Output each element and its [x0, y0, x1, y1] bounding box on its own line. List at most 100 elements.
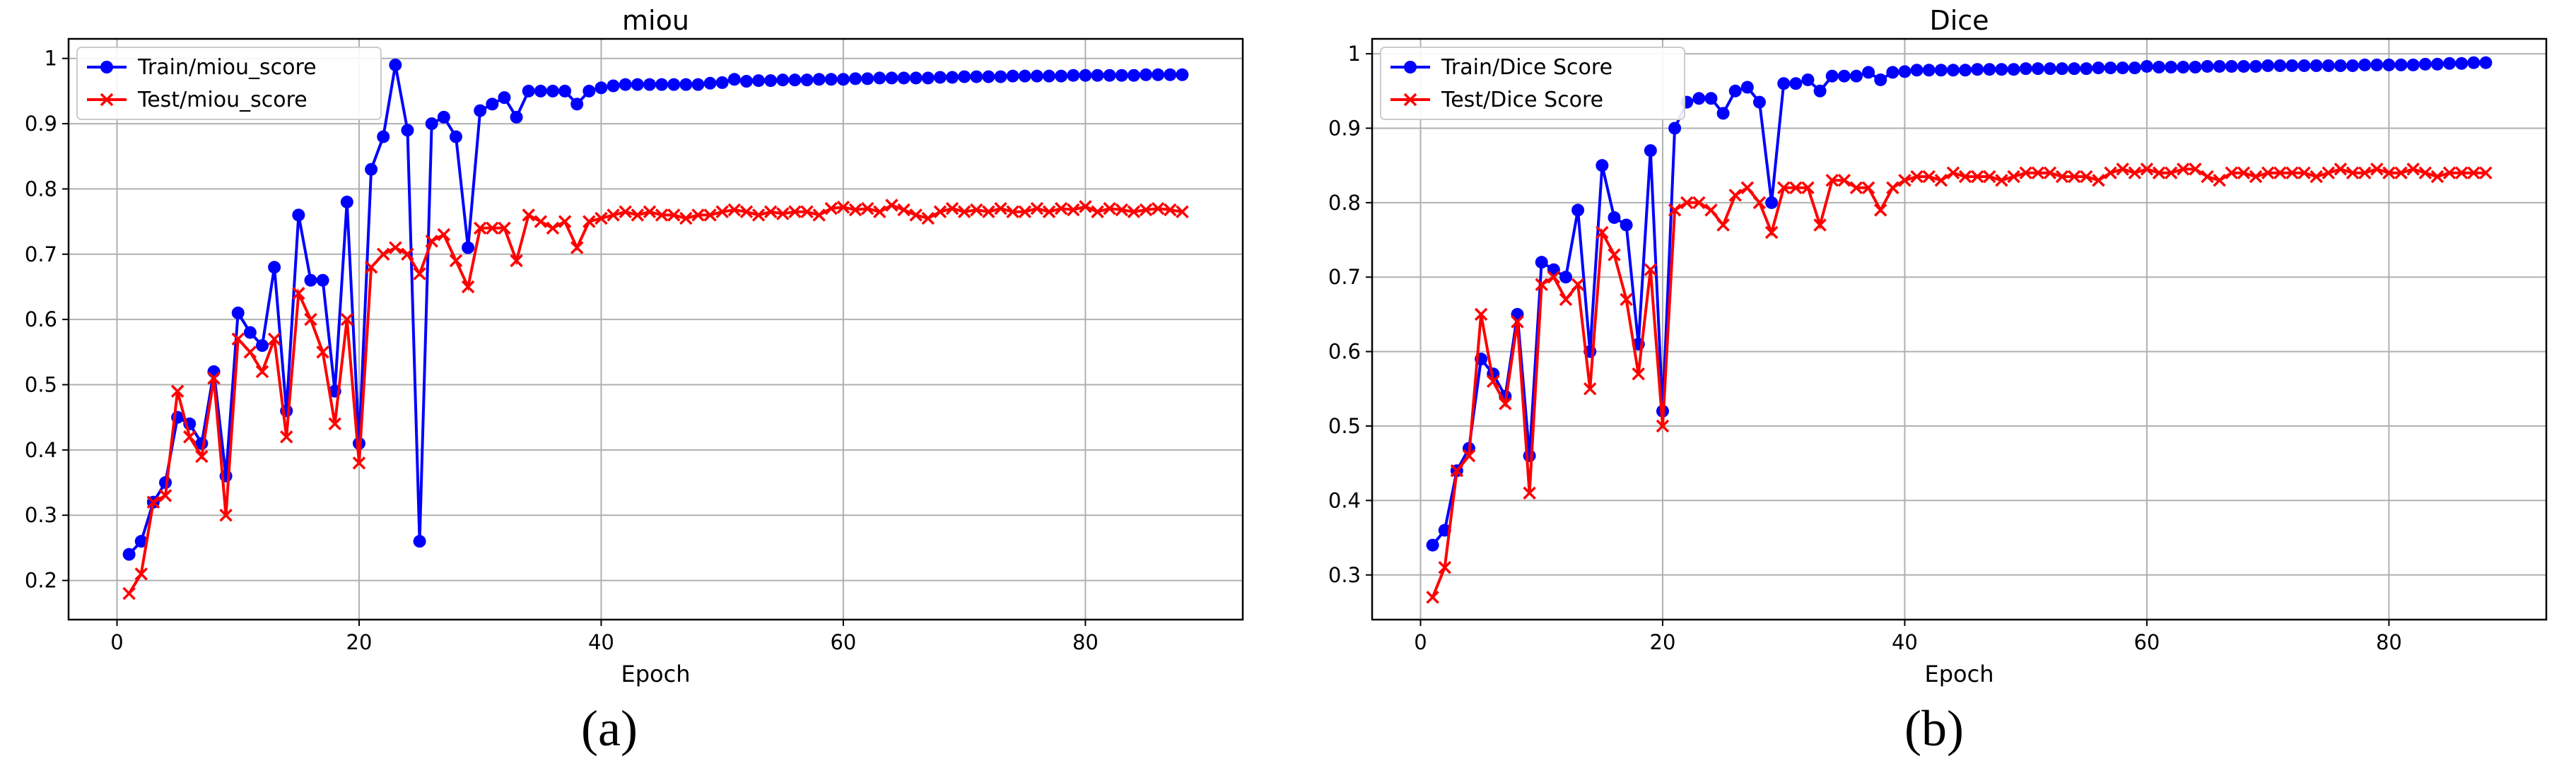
- data-point: [1801, 73, 1815, 86]
- data-point: [2406, 58, 2420, 71]
- data-point: [2067, 170, 2081, 184]
- data-point: [1426, 591, 1439, 604]
- data-point: [1873, 203, 1887, 217]
- data-point: [1523, 486, 1536, 500]
- data-point: [691, 78, 705, 91]
- data-point: [2261, 59, 2275, 72]
- data-point: [231, 332, 245, 346]
- data-point: [2454, 166, 2469, 179]
- data-point: [1764, 225, 1779, 240]
- data-point: [1765, 196, 1779, 209]
- data-point: [970, 70, 983, 83]
- data-point: [2430, 57, 2444, 71]
- x-tick-label: 0: [1414, 630, 1427, 654]
- data-point: [1140, 68, 1153, 81]
- y-tick-label: 0.9: [1328, 116, 1361, 140]
- data-point: [328, 417, 341, 431]
- data-point: [763, 205, 778, 218]
- y-tick-label: 0.4: [1328, 488, 1361, 512]
- x-tick-label: 60: [830, 630, 856, 654]
- data-point: [2322, 59, 2335, 72]
- data-point: [1995, 63, 2008, 76]
- data-point: [2092, 173, 2105, 187]
- data-point: [486, 221, 499, 235]
- data-point: [582, 215, 596, 228]
- data-point: [1656, 419, 1670, 433]
- data-point: [1716, 107, 1730, 120]
- data-point: [800, 205, 814, 218]
- data-point: [824, 73, 838, 86]
- data-point: [1910, 64, 1924, 77]
- data-point: [897, 71, 911, 85]
- data-point: [1620, 292, 1633, 307]
- series-0: [122, 58, 1189, 561]
- x-tick-label: 80: [1072, 630, 1099, 654]
- y-tick-label: 1: [45, 47, 57, 71]
- data-point: [255, 339, 269, 353]
- data-point: [582, 84, 596, 98]
- data-point: [2346, 166, 2360, 179]
- data-point: [727, 203, 742, 217]
- data-point: [389, 58, 402, 71]
- data-point: [739, 75, 753, 88]
- data-point: [1006, 205, 1019, 218]
- y-tick-label: 0.8: [1328, 191, 1361, 215]
- data-point: [1728, 84, 1742, 98]
- data-point: [522, 84, 535, 98]
- data-point: [1849, 69, 1863, 83]
- data-point: [631, 78, 644, 91]
- data-point: [1559, 292, 1573, 307]
- data-point: [1438, 560, 1451, 574]
- data-point: [933, 71, 947, 84]
- chart-miou: miou 0 20 40 60 80 0.2 0.3 0.4 0.5 0.6 0.7 0.8 0.9 1 Ep…: [25, 5, 1244, 687]
- data-point: [1752, 196, 1767, 210]
- data-point: [2418, 166, 2432, 179]
- y-tick-label: 0.7: [1328, 265, 1361, 289]
- data-point: [1091, 69, 1104, 82]
- data-point: [1596, 225, 1609, 240]
- data-point: [595, 81, 608, 95]
- data-point: [2418, 57, 2432, 71]
- data-point: [873, 71, 886, 85]
- data-point: [1164, 203, 1177, 217]
- data-point: [2055, 170, 2069, 184]
- data-point: [1499, 397, 1512, 410]
- data-point: [1103, 69, 1116, 82]
- data-point: [994, 201, 1007, 215]
- data-point: [2297, 59, 2311, 72]
- data-point: [2430, 170, 2445, 184]
- data-point: [2007, 170, 2020, 184]
- y-tick-label: 0.5: [25, 373, 57, 397]
- data-point: [2031, 166, 2045, 179]
- data-point: [1571, 278, 1585, 292]
- data-point: [1971, 63, 1984, 76]
- data-point: [619, 78, 632, 91]
- data-point: [1862, 66, 1875, 79]
- axes-frame: [67, 37, 1244, 621]
- data-point: [2346, 59, 2360, 72]
- caption-a: (a): [581, 700, 638, 757]
- data-point: [1030, 201, 1044, 215]
- data-point: [1704, 203, 1718, 217]
- x-tick-label: 40: [588, 630, 614, 654]
- data-point: [679, 78, 693, 91]
- data-point: [2322, 166, 2336, 179]
- data-point: [292, 286, 305, 300]
- data-point: [1825, 173, 1839, 187]
- data-point: [849, 72, 862, 85]
- data-point: [2092, 61, 2105, 75]
- data-point: [1801, 181, 1815, 195]
- data-point: [122, 586, 136, 601]
- data-point: [1596, 159, 1609, 172]
- series-line: [127, 203, 1183, 595]
- data-point: [1704, 92, 1718, 105]
- data-point: [776, 207, 790, 220]
- data-point: [534, 84, 547, 98]
- data-point: [2309, 59, 2323, 72]
- data-point: [715, 76, 729, 89]
- data-point: [1777, 77, 1791, 90]
- series-line: [1432, 61, 2486, 546]
- x-axis-label: Epoch: [621, 661, 691, 687]
- data-point: [134, 567, 148, 581]
- data-point: [2225, 59, 2238, 73]
